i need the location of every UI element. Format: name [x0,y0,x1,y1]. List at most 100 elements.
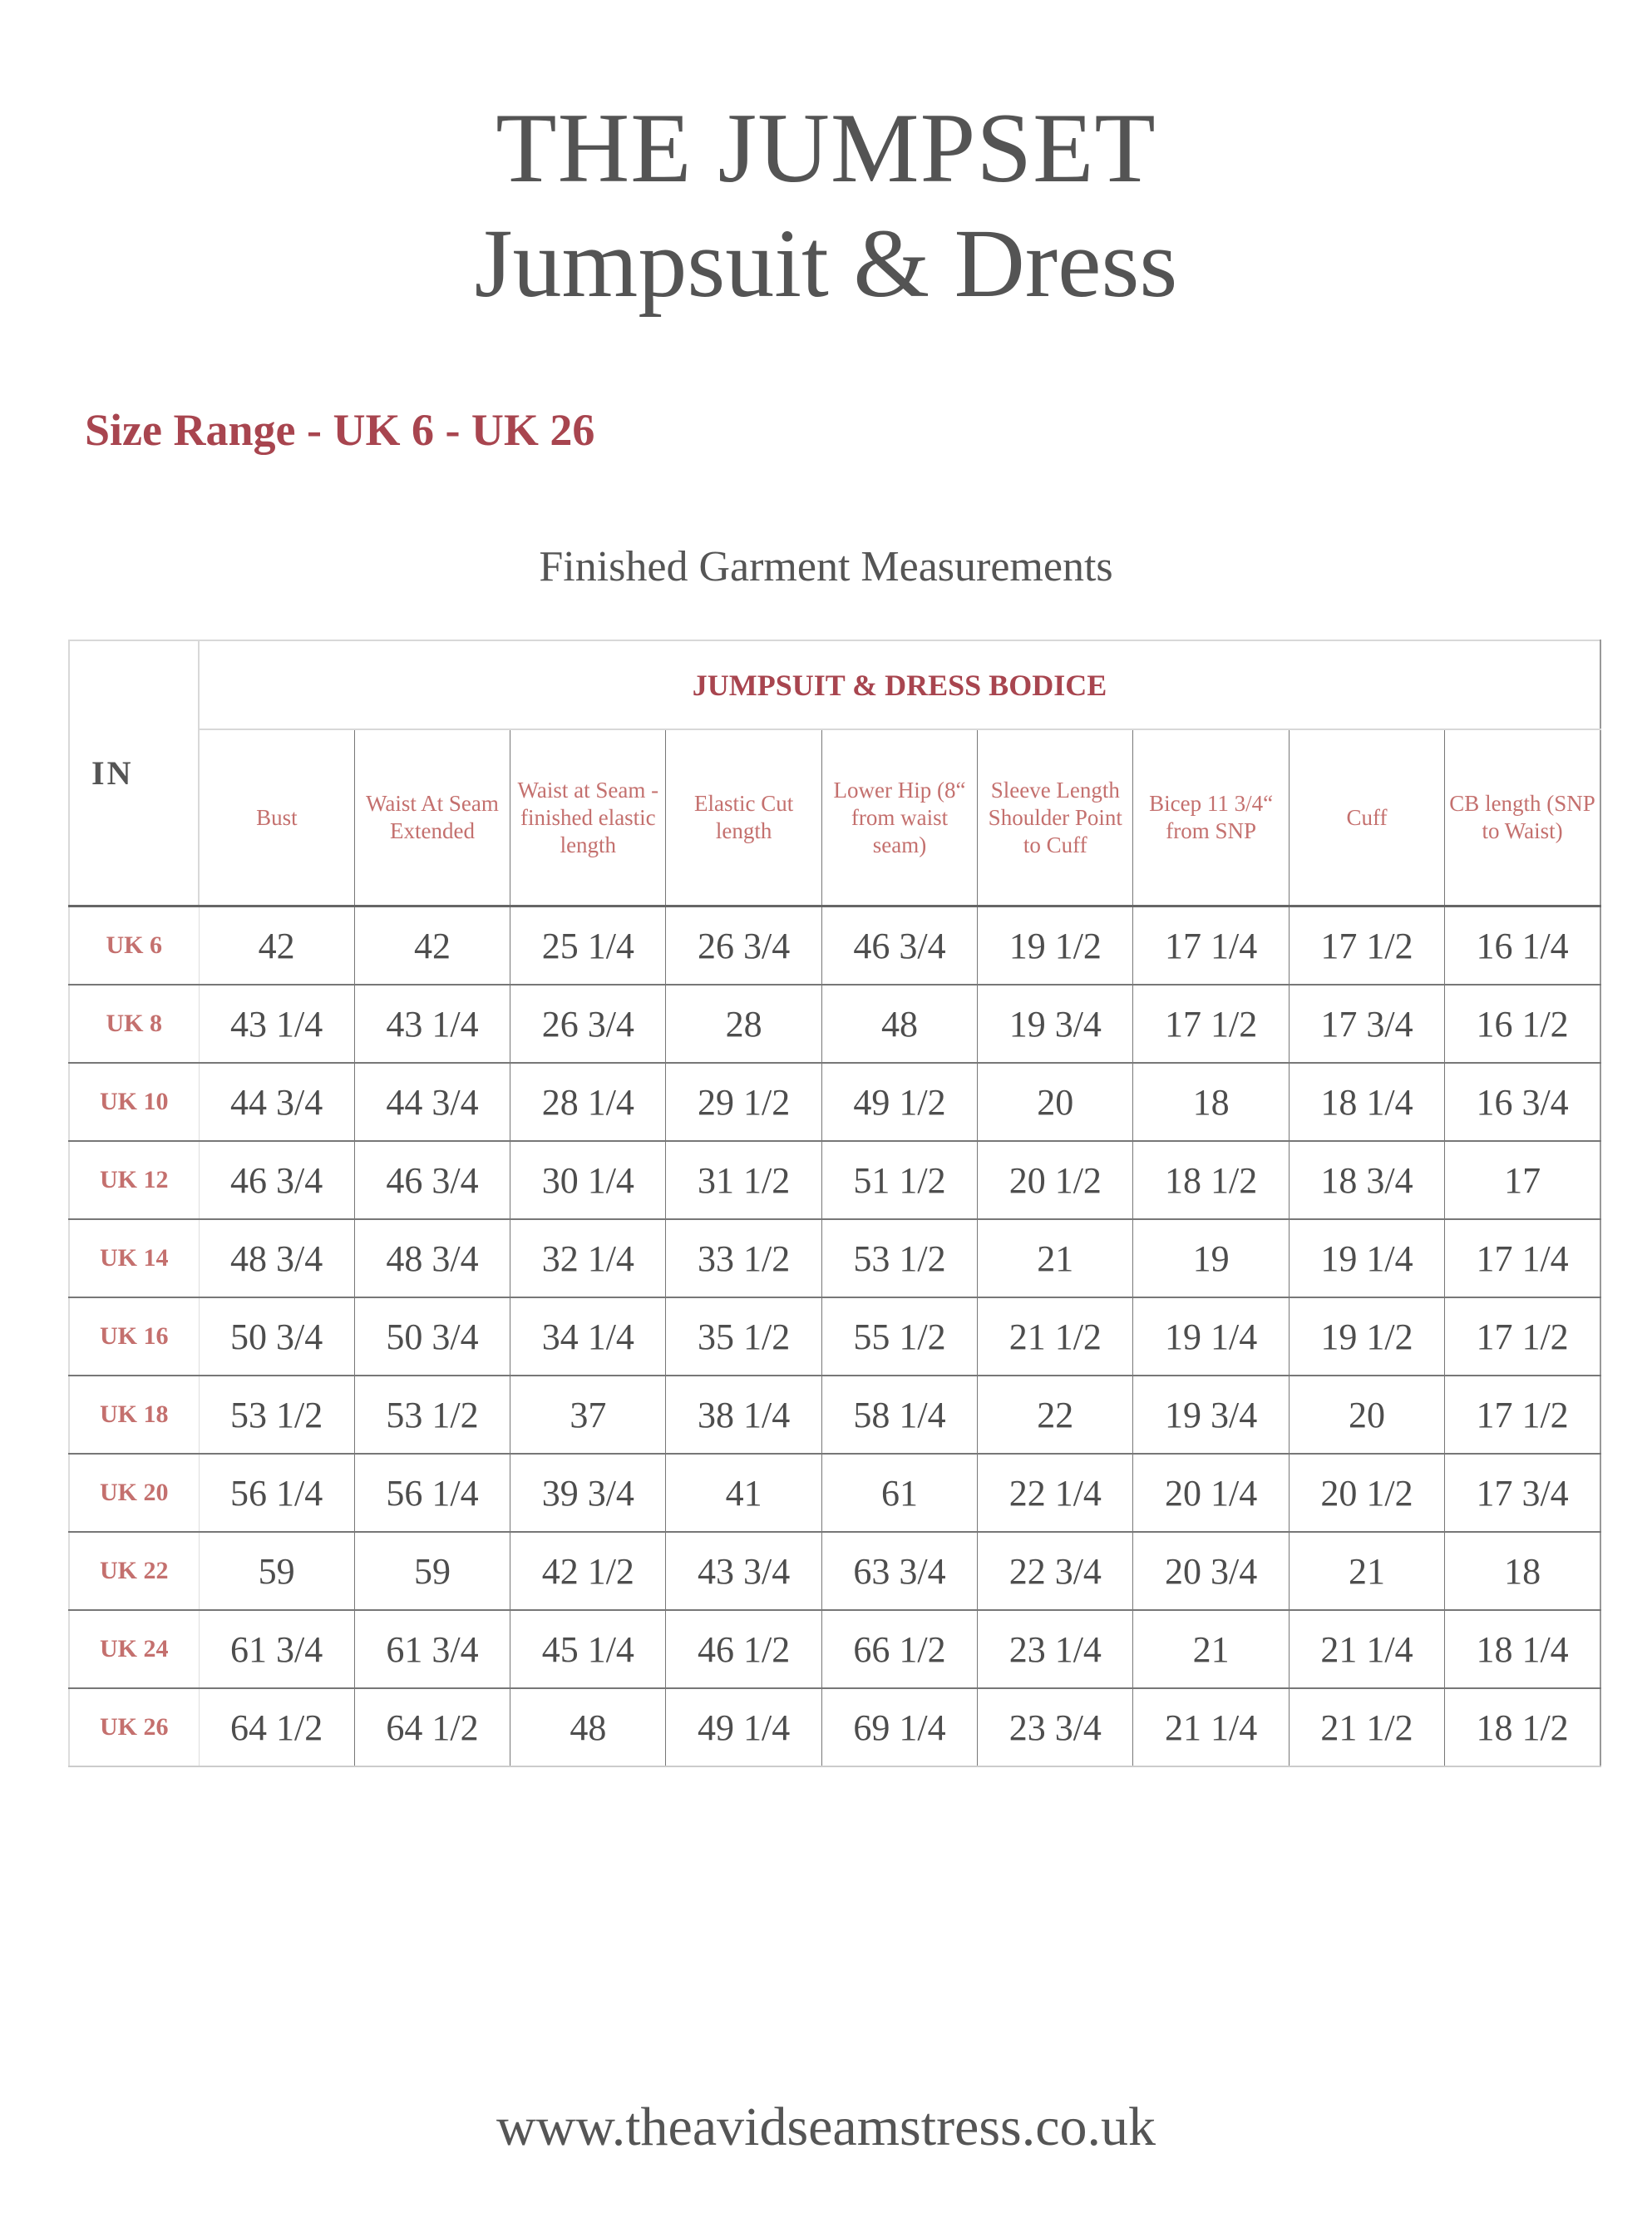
measurement-cell: 53 1/2 [198,1376,355,1455]
table-row: UK 20 56 1/4 56 1/4 39 3/4 41 61 22 1/4 20 1/4 2… [68,1454,1602,1533]
measurement-cell: 19 1/2 [977,906,1133,986]
measurement-cell: 19 1/4 [1288,1219,1445,1298]
column-header: Elastic Cut length [665,729,822,907]
table-row: UK 22 59 59 42 1/2 43 3/4 63 3/4 22 3/4 20 3/4 2… [68,1532,1602,1611]
size-label: UK 18 [68,1376,200,1455]
measurement-cell: 20 [1288,1376,1445,1455]
measurement-cell: 18 1/2 [1132,1141,1290,1220]
measurement-cell: 21 [1288,1532,1445,1611]
measurement-cell: 18 3/4 [1288,1141,1445,1220]
table-row: UK 6 42 42 25 1/4 26 3/4 46 3/4 19 1/2 17 1/4 17… [68,906,1602,986]
column-header: Sleeve Length Shoulder Point to Cuff [977,729,1133,907]
table-row: UK 8 43 1/4 43 1/4 26 3/4 28 48 19 3/4 17 1/2 17… [68,985,1602,1064]
measurement-cell: 63 3/4 [821,1532,978,1611]
measurement-cell: 19 1/4 [1132,1297,1290,1376]
column-header: Bust [198,729,355,907]
measurement-cell: 23 3/4 [977,1688,1133,1767]
measurement-cell: 44 3/4 [198,1063,355,1142]
measurement-cell: 31 1/2 [665,1141,822,1220]
measurement-cell: 64 1/2 [353,1688,510,1767]
measurement-cell: 17 3/4 [1444,1454,1602,1533]
size-label: UK 26 [68,1688,200,1767]
measurement-cell: 19 3/4 [1132,1376,1290,1455]
measurement-cell: 42 [198,906,355,986]
measurement-cell: 22 3/4 [977,1532,1133,1611]
size-label: UK 24 [68,1610,200,1689]
measurement-cell: 22 [977,1376,1133,1455]
measurement-cell: 44 3/4 [353,1063,510,1142]
measurement-cell: 18 1/4 [1444,1610,1602,1689]
table-row: UK 18 53 1/2 53 1/2 37 38 1/4 58 1/4 22 19 3/4 2… [68,1376,1602,1455]
measurement-cell: 59 [198,1532,355,1611]
measurement-cell: 20 [977,1063,1133,1142]
measurement-cell: 19 1/2 [1288,1297,1445,1376]
measurement-cell: 49 1/2 [821,1063,978,1142]
measurement-cell: 61 3/4 [198,1610,355,1689]
measurement-cell: 45 1/4 [510,1610,666,1689]
size-label: UK 10 [68,1063,200,1142]
measurement-cell: 20 1/2 [1288,1454,1445,1533]
measurement-cell: 43 1/4 [353,985,510,1064]
measurement-cell: 21 [977,1219,1133,1298]
measurement-cell: 46 3/4 [821,906,978,986]
table-row: UK 16 50 3/4 50 3/4 34 1/4 35 1/2 55 1/2 21 1/… [68,1297,1602,1376]
measurement-cell: 19 3/4 [977,985,1133,1064]
measurement-cell: 16 1/4 [1444,906,1602,986]
measurement-cell: 48 3/4 [198,1219,355,1298]
size-label: UK 8 [68,985,200,1064]
measurement-cell: 28 1/4 [510,1063,666,1142]
measurement-cell: 26 3/4 [510,985,666,1064]
measurement-cell: 21 1/4 [1132,1688,1290,1767]
size-label: UK 14 [68,1219,200,1298]
column-header: Waist at Seam - finished elastic length [510,729,666,907]
measurement-cell: 56 1/4 [353,1454,510,1533]
measurement-cell: 16 3/4 [1444,1063,1602,1142]
measurement-cell: 64 1/2 [198,1688,355,1767]
measurement-cell: 38 1/4 [665,1376,822,1455]
size-label: UK 20 [68,1454,200,1533]
measurement-cell: 18 1/4 [1288,1063,1445,1142]
measurement-cell: 61 [821,1454,978,1533]
measurement-cell: 21 1/4 [1288,1610,1445,1689]
measurement-cell: 59 [353,1532,510,1611]
measurement-cell: 23 1/4 [977,1610,1133,1689]
measurement-cell: 42 [353,906,510,986]
measurement-cell: 58 1/4 [821,1376,978,1455]
measurement-cell: 17 1/4 [1444,1219,1602,1298]
measurement-cell: 17 3/4 [1288,985,1445,1064]
measurement-cell: 17 1/2 [1444,1297,1602,1376]
measurement-cell: 41 [665,1454,822,1533]
measurement-cell: 42 1/2 [510,1532,666,1611]
measurement-cell: 17 1/4 [1132,906,1290,986]
group-header: JUMPSUIT & DRESS BODICE [198,640,1601,730]
measurement-cell: 25 1/4 [510,906,666,986]
measurement-cell: 46 3/4 [198,1141,355,1220]
measurement-cell: 69 1/4 [821,1688,978,1767]
table-subtitle: Finished Garment Measurements [539,543,1113,590]
measurement-cell: 32 1/4 [510,1219,666,1298]
measurement-cell: 43 1/4 [198,985,355,1064]
table-body: UK 6 42 42 25 1/4 26 3/4 46 3/4 19 1/2 17 1/4 17… [68,906,1602,1767]
measurement-cell: 66 1/2 [821,1610,978,1689]
measurement-cell: 61 3/4 [353,1610,510,1689]
column-header: Lower Hip (8“ from waist seam) [821,729,978,907]
size-label: UK 12 [68,1141,200,1220]
measurement-cell: 48 3/4 [353,1219,510,1298]
measurement-cell: 48 [510,1688,666,1767]
measurement-cell: 18 1/2 [1444,1688,1602,1767]
measurement-cell: 33 1/2 [665,1219,822,1298]
table-row: UK 26 64 1/2 64 1/2 48 49 1/4 69 1/4 23 3/4 21 … [68,1688,1602,1767]
column-header: Cuff [1288,729,1445,907]
measurement-cell: 35 1/2 [665,1297,822,1376]
title-line-2: Jumpsuit & Dress [474,209,1178,318]
size-label: UK 16 [68,1297,200,1376]
measurement-cell: 17 1/2 [1444,1376,1602,1455]
measurement-cell: 56 1/4 [198,1454,355,1533]
measurement-cell: 17 1/2 [1132,985,1290,1064]
measurement-cell: 50 3/4 [353,1297,510,1376]
measurement-cell: 17 [1444,1141,1602,1220]
measurement-cell: 48 [821,985,978,1064]
measurement-cell: 37 [510,1376,666,1455]
column-header: CB length (SNP to Waist) [1444,729,1602,907]
measurement-cell: 21 1/2 [1288,1688,1445,1767]
